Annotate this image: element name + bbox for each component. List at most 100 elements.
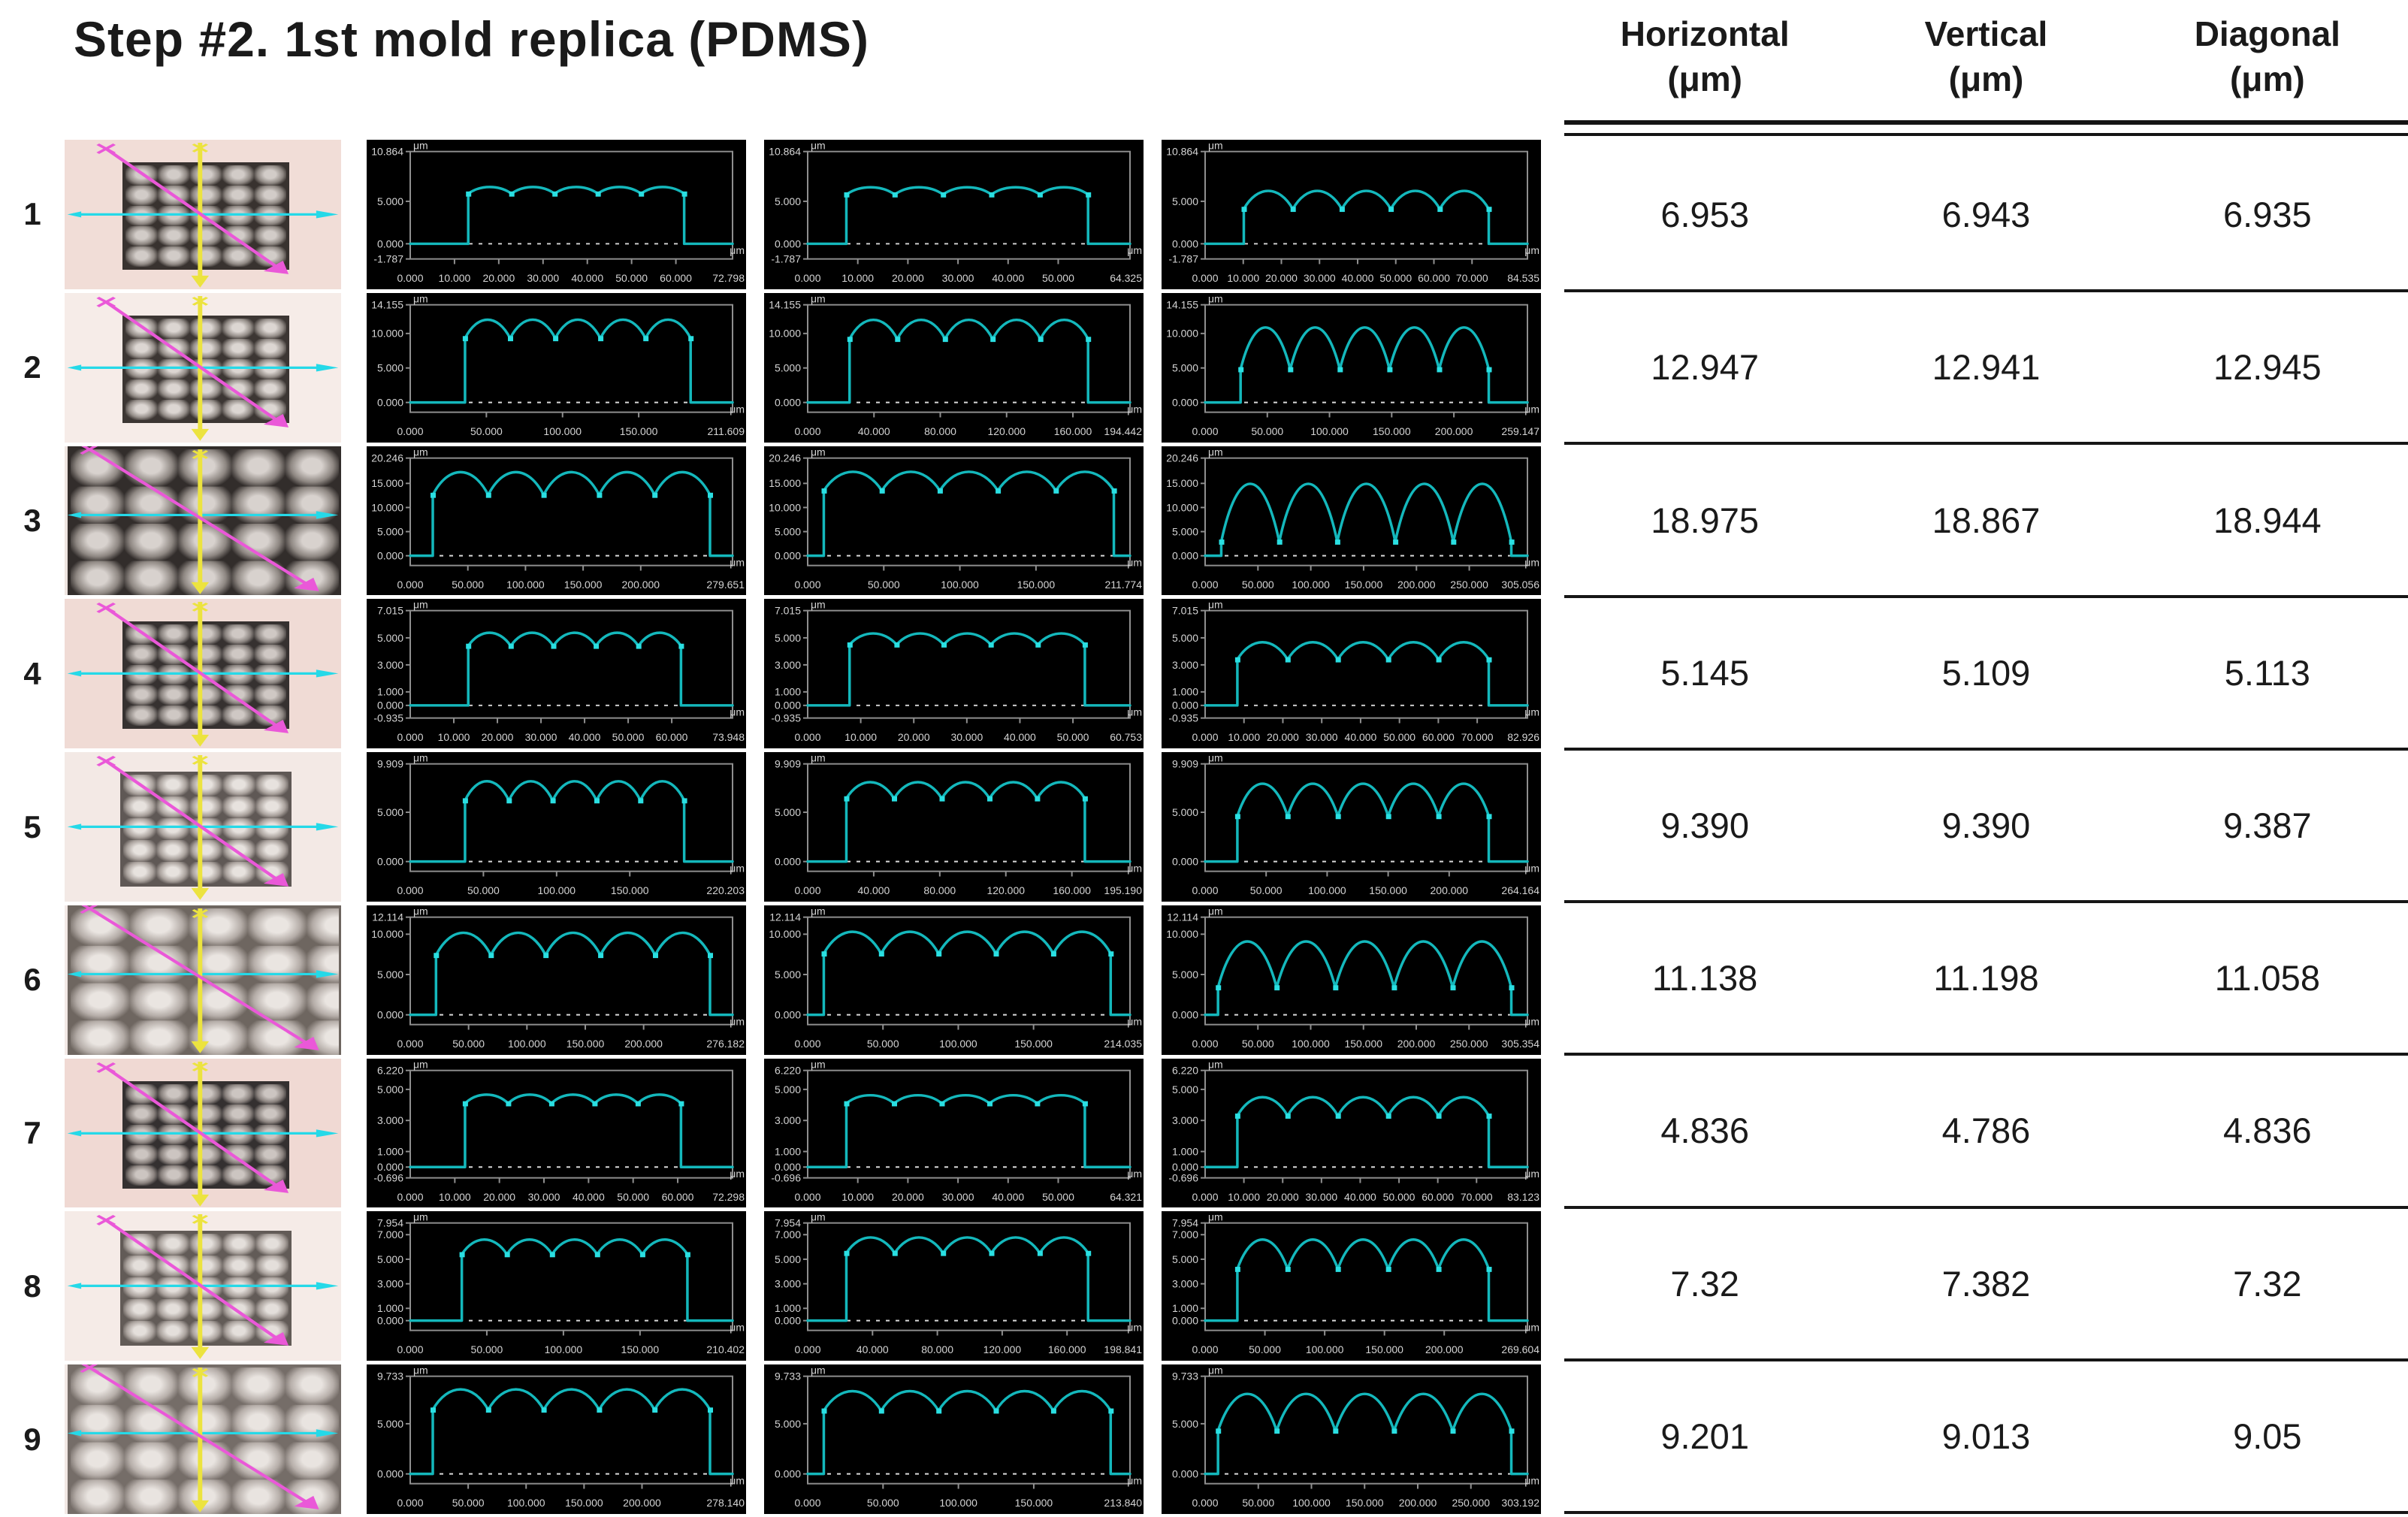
svg-text:9.733: 9.733 [377,1370,403,1383]
plot-unit-label: μm [1208,446,1223,458]
svg-text:5.000: 5.000 [1172,1253,1198,1265]
plot-unit-label: μm [413,599,428,611]
svg-text:12.114: 12.114 [372,911,403,923]
svg-text:40.000: 40.000 [857,1344,889,1356]
diagonal-arrowhead-icon [294,577,319,591]
svg-text:μm: μm [1524,1322,1539,1334]
svg-text:10.864: 10.864 [1166,146,1198,158]
vertical-arrowhead-icon [191,1041,210,1053]
profile-plot-cell-diagonal: μm 7.015 5.000 3.000 1.000 0.000 -0.935 0.000 10… [1162,599,1541,749]
svg-text:0.000: 0.000 [775,1009,801,1021]
svg-text:3.000: 3.000 [377,1114,403,1126]
plot-unit-label: μm [413,293,428,305]
svg-text:50.000: 50.000 [1383,731,1415,743]
svg-text:250.000: 250.000 [1450,579,1488,591]
svg-text:μm: μm [1524,403,1539,415]
profile-plot-cell-vertical: μm 7.954 7.000 5.000 3.000 1.000 0.000 0.000 40.… [764,1211,1144,1361]
measurement-row: 12.947 12.941 12.945 [1564,292,2408,446]
svg-text:-0.696: -0.696 [1168,1171,1198,1183]
horizontal-arrowhead-icon [316,1129,339,1138]
svg-text:278.140: 278.140 [706,1497,745,1509]
profile-plot-cell-diagonal: μm 14.155 10.000 5.000 0.000 0.000 50.000 100.0… [1162,292,1541,443]
svg-text:50.000: 50.000 [615,272,648,284]
svg-text:0.000: 0.000 [397,1038,423,1050]
svg-text:20.000: 20.000 [898,731,930,743]
svg-text:1.000: 1.000 [775,686,801,698]
horizontal-arrowhead-icon [316,823,339,831]
svg-text:μm: μm [1127,403,1142,415]
svg-text:5.000: 5.000 [775,195,801,207]
vertical-value: 9.013 [1941,1416,2031,1456]
svg-text:10.000: 10.000 [769,928,801,940]
svg-text:279.651: 279.651 [706,579,745,591]
profile-plot-horizontal: μm 10.864 5.000 0.000 -1.787 0.000 10.000 20.00… [371,140,745,284]
plot-unit-label: μm [413,1364,428,1376]
horizontal-value: 18.975 [1651,500,1760,540]
svg-text:-1.787: -1.787 [1168,253,1198,265]
svg-text:210.402: 210.402 [706,1344,745,1356]
svg-text:0.000: 0.000 [794,1344,820,1356]
profile-plot-cell-vertical: μm 20.246 15.000 10.000 5.000 0.000 0.000 50.00… [764,446,1144,596]
plot-unit-label: μm [413,1059,428,1071]
svg-text:0.000: 0.000 [1192,1497,1218,1509]
svg-text:0.000: 0.000 [1192,425,1218,437]
svg-text:305.354: 305.354 [1501,1038,1539,1050]
svg-text:303.192: 303.192 [1501,1497,1539,1509]
svg-text:1.000: 1.000 [377,686,403,698]
svg-text:μm: μm [1524,863,1539,875]
svg-text:60.000: 60.000 [660,272,692,284]
svg-text:5.000: 5.000 [1172,195,1198,207]
svg-text:10.000: 10.000 [371,501,403,513]
svg-text:200.000: 200.000 [1397,579,1436,591]
svg-text:1.000: 1.000 [1172,686,1198,698]
svg-text:50.000: 50.000 [1242,1038,1274,1050]
profile-plot-cell-diagonal: μm 9.733 5.000 0.000 0.000 50.000 100.000 150.0… [1162,1364,1541,1515]
svg-text:6.220: 6.220 [775,1064,801,1076]
svg-text:9.909: 9.909 [1172,758,1198,770]
svg-text:-0.696: -0.696 [771,1171,801,1183]
svg-text:10.000: 10.000 [769,328,801,340]
profile-plot-cell-horizontal: μm 12.114 10.000 5.000 0.000 0.000 50.000 100.0… [367,905,746,1055]
svg-text:0.000: 0.000 [1172,549,1198,561]
diagonal-scan-arrow [104,301,286,425]
svg-text:0.000: 0.000 [377,396,403,408]
svg-text:6.220: 6.220 [377,1064,403,1076]
svg-text:259.147: 259.147 [1501,425,1539,437]
svg-text:60.000: 60.000 [1422,731,1455,743]
svg-text:10.000: 10.000 [1227,272,1259,284]
profile-plot-cell-diagonal: μm 9.909 5.000 0.000 0.000 50.000 100.000 150.0… [1162,752,1541,902]
sample-row: 7 μm 6.220 5.000 3.000 1.000 0.000 -0.696 0.000 1… [0,1058,1549,1208]
svg-text:0.000: 0.000 [397,884,423,896]
diagonal-scan-arrow [104,760,286,885]
plot-unit-label: μm [811,905,826,917]
svg-text:μm: μm [1524,1475,1539,1487]
diagonal-scan-arrow [104,1066,286,1191]
svg-text:0.000: 0.000 [377,549,403,561]
horizontal-value: 6.953 [1660,195,1749,235]
svg-text:3.000: 3.000 [377,659,403,671]
svg-text:0.000: 0.000 [775,1468,801,1480]
horizontal-arrowtail-icon [67,1130,82,1137]
svg-text:50.000: 50.000 [1383,1191,1415,1203]
micrograph-image [65,752,341,902]
svg-text:0.000: 0.000 [1172,700,1198,712]
svg-text:211.774: 211.774 [1104,579,1142,591]
measurement-table-header: Horizontal (μm) Vertical (μm) Diagonal (… [1564,0,2408,114]
svg-text:30.000: 30.000 [1305,1191,1337,1203]
svg-text:60.753: 60.753 [1110,731,1142,743]
svg-text:μm: μm [1127,244,1142,256]
svg-text:5.000: 5.000 [775,525,801,537]
svg-text:5.000: 5.000 [775,1253,801,1265]
svg-text:0.000: 0.000 [1192,1191,1218,1203]
svg-text:200.000: 200.000 [1399,1497,1437,1509]
svg-text:200.000: 200.000 [623,1497,661,1509]
profile-plot-vertical: μm 12.114 10.000 5.000 0.000 0.000 50.000 100.0… [769,905,1142,1050]
svg-text:10.000: 10.000 [769,501,801,513]
microstructure-grid [67,1364,341,1515]
svg-text:μm: μm [1127,1322,1142,1334]
vertical-value: 18.867 [1932,500,2041,540]
svg-text:120.000: 120.000 [983,1344,1022,1356]
svg-text:0.000: 0.000 [1192,731,1218,743]
micrograph-image [65,1058,341,1208]
